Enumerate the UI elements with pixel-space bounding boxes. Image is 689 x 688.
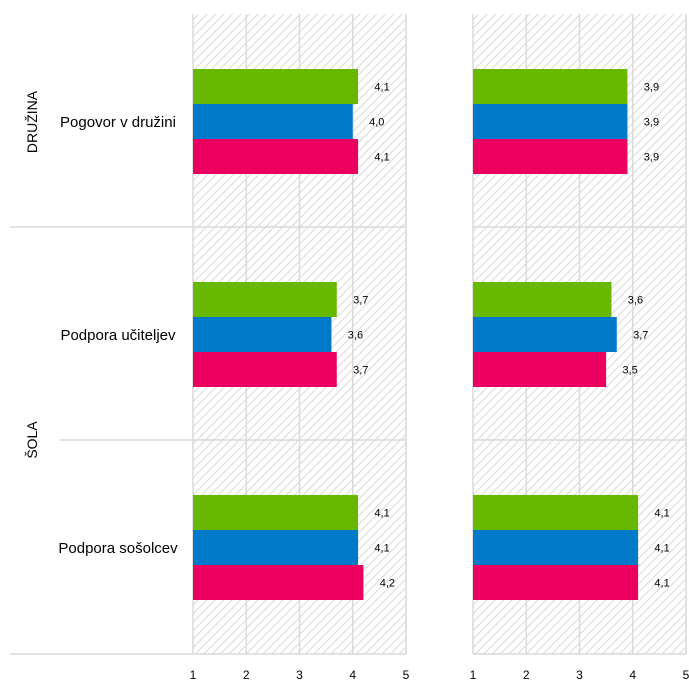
data-label: 4,1 <box>374 508 389 520</box>
data-label: 4,1 <box>654 543 669 555</box>
group-label: ŠOLA <box>24 421 40 459</box>
bar <box>473 352 607 387</box>
x-tick-label: 5 <box>683 668 689 682</box>
bar <box>193 317 332 352</box>
bar <box>473 104 628 139</box>
x-tick-label: 1 <box>470 668 477 682</box>
x-tick-label: 3 <box>296 668 303 682</box>
category-label: Podpora učiteljev <box>60 327 176 344</box>
x-tick-label: 4 <box>629 668 636 682</box>
data-label: 3,9 <box>644 82 659 94</box>
bar <box>473 530 639 565</box>
bar <box>193 282 337 317</box>
group-label: DRUŽINA <box>24 90 40 153</box>
bar <box>473 69 628 104</box>
x-tick-label: 3 <box>576 668 583 682</box>
bar <box>193 139 359 174</box>
data-label: 3,7 <box>633 330 648 342</box>
bar <box>193 352 337 387</box>
data-label: 4,2 <box>380 578 395 590</box>
data-label: 3,9 <box>644 117 659 129</box>
data-label: 3,7 <box>353 365 368 377</box>
x-tick-label: 1 <box>190 668 197 682</box>
x-tick-label: 2 <box>243 668 250 682</box>
bar <box>473 139 628 174</box>
bar <box>193 69 359 104</box>
data-label: 4,1 <box>374 82 389 94</box>
bar <box>473 495 639 530</box>
bar <box>193 104 353 139</box>
bar <box>473 565 639 600</box>
x-tick-label: 4 <box>349 668 356 682</box>
data-label: 3,7 <box>353 295 368 307</box>
data-label: 4,1 <box>374 543 389 555</box>
bar <box>193 530 359 565</box>
bar <box>193 565 364 600</box>
data-label: 4,1 <box>374 152 389 164</box>
bar <box>473 317 617 352</box>
data-label: 3,9 <box>644 152 659 164</box>
category-label: Pogovor v družini <box>60 114 176 131</box>
data-label: 3,5 <box>622 365 637 377</box>
data-label: 4,1 <box>654 508 669 520</box>
category-label: Podpora sošolcev <box>58 540 178 557</box>
data-label: 3,6 <box>628 295 643 307</box>
x-tick-label: 5 <box>403 668 410 682</box>
x-tick-label: 2 <box>523 668 530 682</box>
data-label: 4,1 <box>654 578 669 590</box>
data-label: 4,0 <box>369 117 384 129</box>
bar <box>473 282 612 317</box>
bar <box>193 495 359 530</box>
data-label: 3,6 <box>348 330 363 342</box>
